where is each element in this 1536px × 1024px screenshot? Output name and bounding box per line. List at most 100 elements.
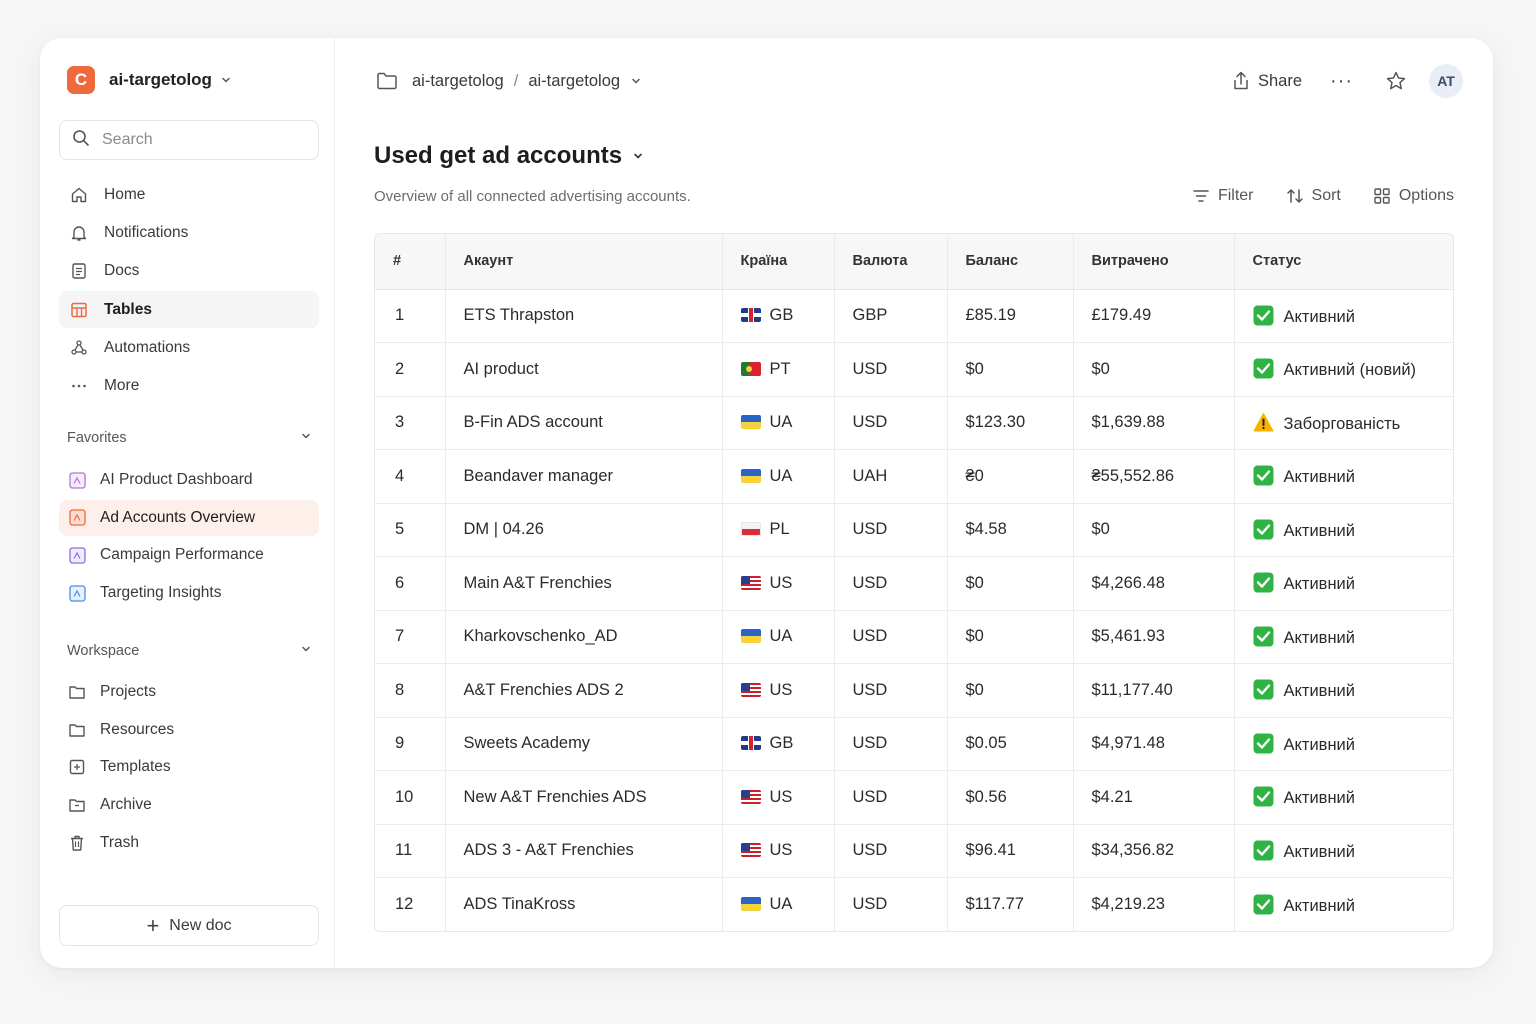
spent: $0 xyxy=(1073,342,1235,397)
table-row[interactable]: 9 Sweets Academy GB USD $0.05 $4,971.48 Активн… xyxy=(375,717,1453,771)
workspace-switcher[interactable]: C ai-targetolog xyxy=(67,66,232,94)
column-header[interactable]: Витрачено xyxy=(1073,234,1235,290)
workspace-item-trash[interactable]: Trash xyxy=(59,825,319,861)
favorite-item[interactable]: AI Product Dashboard xyxy=(59,462,319,498)
table-row[interactable]: 4 Beandaver manager UA UAH ₴0 ₴55,552.86 Актив… xyxy=(375,449,1453,504)
favorite-item[interactable]: Campaign Performance xyxy=(59,537,319,573)
sidebar-item-automations[interactable]: Automations xyxy=(59,330,319,367)
column-header[interactable]: # xyxy=(375,234,446,290)
column-header[interactable]: Валюта xyxy=(834,234,948,290)
row-number: 12 xyxy=(375,877,446,931)
sidebar: C ai-targetolog Home Notifications Docs Tab… xyxy=(40,38,335,968)
column-header[interactable]: Баланс xyxy=(947,234,1074,290)
sidebar-item-tables[interactable]: Tables xyxy=(59,291,319,329)
table-row[interactable]: 6 Main A&T Frenchies US USD $0 $4,266.48 Актив… xyxy=(375,556,1453,611)
table-row[interactable]: 5 DM | 04.26 PL USD $4.58 $0 Активний xyxy=(375,503,1453,557)
favorite-item-label: AI Product Dashboard xyxy=(100,471,253,488)
filter-button[interactable]: Filter xyxy=(1192,187,1254,205)
trash-icon xyxy=(68,834,86,852)
sidebar-item-label: Tables xyxy=(104,300,152,318)
dashboard-icon xyxy=(68,471,86,489)
column-header[interactable]: Країна xyxy=(722,234,835,290)
share-button[interactable]: Share xyxy=(1232,71,1302,91)
check-icon xyxy=(1253,894,1274,915)
table-row[interactable]: 11 ADS 3 - A&T Frenchies US USD $96.41 $34,35… xyxy=(375,824,1453,878)
account-name: ADS 3 - A&T Frenchies xyxy=(445,824,723,878)
status-cell: Активний xyxy=(1234,289,1453,343)
sidebar-item-more[interactable]: More xyxy=(59,368,319,405)
currency: USD xyxy=(834,503,948,557)
table-row[interactable]: 3 B-Fin ADS account UA USD $123.30 $1,639.88 З… xyxy=(375,396,1453,450)
table-row[interactable]: 12 ADS TinaKross UA USD $117.77 $4,219.23 Акти… xyxy=(375,877,1453,931)
status-cell: Активний xyxy=(1234,610,1453,664)
spent: $4.21 xyxy=(1073,770,1235,825)
row-number: 8 xyxy=(375,663,446,718)
check-icon xyxy=(1253,626,1274,647)
sort-button[interactable]: Sort xyxy=(1286,187,1341,205)
table-row[interactable]: 10 New A&T Frenchies ADS US USD $0.56 $4.21 Ак… xyxy=(375,770,1453,825)
star-icon[interactable] xyxy=(1385,70,1407,92)
status-cell: Активний xyxy=(1234,824,1453,878)
currency: UAH xyxy=(834,449,948,504)
currency: USD xyxy=(834,877,948,931)
table-row[interactable]: 7 Kharkovschenko_AD UA USD $0 $5,461.93 Активн… xyxy=(375,610,1453,664)
row-number: 10 xyxy=(375,770,446,825)
column-header[interactable]: Статус xyxy=(1234,234,1453,290)
warning-icon xyxy=(1253,412,1274,433)
workspace-item-projects[interactable]: Projects xyxy=(59,674,319,710)
new-doc-button[interactable]: + New doc xyxy=(59,905,319,946)
flag-gb-icon xyxy=(740,308,761,323)
sidebar-item-notifications[interactable]: Notifications xyxy=(59,214,319,251)
breadcrumb-item-current[interactable]: ai-targetolog xyxy=(528,71,621,90)
chevron-down-icon xyxy=(220,74,232,86)
favorites-list: AI Product Dashboard Ad Accounts Overview… xyxy=(59,462,319,613)
sidebar-item-label: Automations xyxy=(104,339,191,357)
status-cell: Активний xyxy=(1234,556,1453,611)
home-icon xyxy=(69,185,89,205)
table-row[interactable]: 2 AI product PT USD $0 $0 Активний (новий) xyxy=(375,342,1453,397)
country-code: US xyxy=(769,573,793,592)
status-text: Активний xyxy=(1283,307,1356,326)
workspace-item-label: Archive xyxy=(100,796,152,814)
page-title[interactable]: Used get ad accounts xyxy=(374,142,644,170)
check-icon xyxy=(1253,679,1274,700)
flag-us-icon xyxy=(740,843,761,858)
favorite-item[interactable]: Ad Accounts Overview xyxy=(59,499,319,536)
country-cell: PL xyxy=(722,503,835,557)
sidebar-item-docs[interactable]: Docs xyxy=(59,253,319,290)
favorites-header[interactable]: Favorites xyxy=(67,430,312,446)
user-avatar[interactable]: AT xyxy=(1429,64,1463,98)
plus-icon: + xyxy=(146,912,160,938)
workspace-section-header[interactable]: Workspace xyxy=(67,643,312,659)
breadcrumb-item[interactable]: ai-targetolog xyxy=(412,71,504,90)
search-icon xyxy=(72,129,90,152)
search-input[interactable] xyxy=(102,131,302,149)
search-box[interactable] xyxy=(59,120,319,160)
flag-ua-icon xyxy=(740,897,761,911)
more-options-icon[interactable]: ··· xyxy=(1330,69,1353,92)
sidebar-item-home[interactable]: Home xyxy=(59,176,319,213)
check-icon xyxy=(1253,465,1274,486)
country-cell: UA xyxy=(722,610,835,664)
table-row[interactable]: 8 A&T Frenchies ADS 2 US USD $0 $11,177.40 Акт… xyxy=(375,663,1453,718)
column-header[interactable]: Акаунт xyxy=(445,234,723,290)
workspace-item-archive[interactable]: Archive xyxy=(59,787,319,823)
workspace-item-templates[interactable]: Templates xyxy=(59,749,319,785)
table-row[interactable]: 1 ETS Thrapston GB GBP £85.19 £179.49 Активний xyxy=(375,289,1453,343)
balance: $0.05 xyxy=(947,717,1074,771)
workspace-item-resources[interactable]: Resources xyxy=(59,712,319,748)
favorite-item[interactable]: Targeting Insights xyxy=(59,575,319,611)
status-cell: Активний xyxy=(1234,717,1453,771)
flag-ua-icon xyxy=(740,415,761,430)
account-name: ETS Thrapston xyxy=(445,289,723,343)
row-number: 11 xyxy=(375,824,446,878)
options-button[interactable]: Options xyxy=(1373,187,1454,205)
balance: £85.19 xyxy=(947,289,1074,343)
spent: $1,639.88 xyxy=(1073,396,1235,450)
filter-icon xyxy=(1192,188,1218,204)
flag-us-icon xyxy=(740,789,761,804)
balance: $4.58 xyxy=(947,503,1074,557)
favorite-item-label: Campaign Performance xyxy=(100,546,264,564)
balance: $0 xyxy=(947,556,1074,611)
chevron-down-icon[interactable] xyxy=(630,75,642,87)
